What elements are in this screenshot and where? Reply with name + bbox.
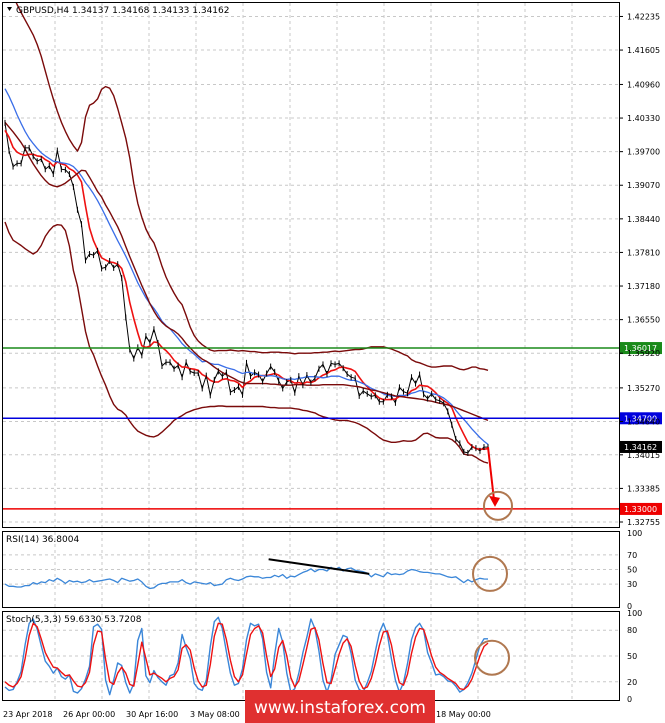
x-tick-label: 30 Apr 16:00 [126,710,178,719]
watermark: www.instaforex.com [245,690,435,723]
x-tick-label: 3 May 08:00 [190,710,240,719]
target-circle [483,490,513,521]
stoch-plot[interactable] [4,616,489,696]
stoch-circle [474,639,510,676]
level-tag-label: 1.36017 [624,344,657,353]
series-ma-fast[interactable] [4,129,489,451]
y-tick-label: 1.39700 [627,148,660,157]
level-tag [620,412,662,425]
y-tick-label: 1.33385 [627,484,660,493]
y-tick-label: 1.34015 [627,451,660,460]
rsi-panel-frame [2,531,620,608]
stoch-tick-label: 0 [627,695,632,704]
series-band-upper[interactable] [5,0,489,371]
stoch-tick-label: 20 [627,678,637,687]
y-tick-label: 1.40330 [627,114,660,123]
rsi-trendline[interactable] [268,558,370,575]
triangle-down-icon [7,7,12,11]
series-band-lower[interactable] [4,221,489,464]
y-tick-label: 1.37180 [627,282,660,291]
stoch-k-line[interactable] [4,616,488,696]
stoch-tick-label: 80 [627,626,637,635]
rsi-tick-label: 100 [627,529,642,538]
x-tick-label: 23 Apr 2018 [3,710,52,719]
y-tick-label: 1.32755 [627,518,660,527]
y-tick-label: 1.42235 [627,12,660,21]
stoch-d-line[interactable] [4,622,489,691]
stoch-tick-label: 100 [627,609,642,618]
rsi-line[interactable] [4,566,489,590]
y-tick-label: 1.39070 [627,181,660,190]
price-title: GBPUSD,H4 1.34137 1.34168 1.34133 1.3416… [16,6,229,16]
rsi-tick-label: 70 [627,551,637,560]
rsi-tick-label: 30 [627,580,637,589]
y-tick-label: 1.34640 [627,417,660,426]
level-tag [620,342,662,355]
x-tick-label: 26 Apr 00:00 [63,710,115,719]
target-arrow-line [487,446,495,500]
rsi-title: RSI(14) 36.8004 [6,535,79,545]
y-tick-label: 1.38440 [627,215,660,224]
price-header: GBPUSD,H4 1.34137 1.34168 1.34133 1.3416… [7,6,229,16]
axis-labels: 1.42235 1.41605 1.40960 1.40330 1.39700 1.390… [3,12,660,719]
rsi-plot[interactable] [4,558,489,590]
target-arrow-head [489,495,500,507]
annotations [472,446,513,676]
rsi-tick-label: 0 [627,602,632,611]
price-panel-frame [2,2,620,528]
level-tag [620,502,662,515]
stoch-tick-label: 50 [627,652,637,661]
price-tag [620,440,662,453]
y-tick-label: 1.36550 [627,316,660,325]
grid [3,3,619,700]
level-tag-label: 1.34700 [624,414,657,423]
watermark-text: www.instaforex.com [254,698,426,718]
price-plot[interactable] [4,0,489,464]
y-tick-label: 1.35920 [627,349,660,358]
stoch-title: Stoch(5,3,3) 59.6330 53.7208 [6,615,142,625]
level-lines: 1.36017 1.34700 1.33000 1.34162 [3,342,662,515]
rsi-tick-label: 50 [627,566,637,575]
series-ma-slow[interactable] [4,88,489,445]
y-tick-label: 1.41605 [627,46,660,55]
rsi-circle [472,555,508,592]
x-tick-label: 18 May 00:00 [436,710,491,719]
level-tag-label: 1.33000 [624,505,657,514]
series-band-middle[interactable] [4,121,489,422]
price-tag-label: 1.34162 [624,443,657,452]
y-tick-label: 1.37810 [627,248,660,257]
y-tick-label: 1.35270 [627,384,660,393]
y-tick-label: 1.40960 [627,80,660,89]
